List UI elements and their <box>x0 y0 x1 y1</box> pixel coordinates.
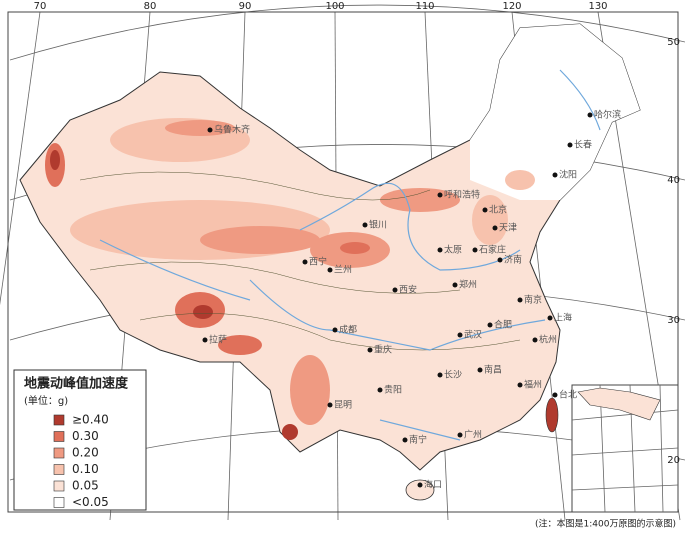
legend-swatch <box>53 447 65 459</box>
city-label: 石家庄 <box>479 244 506 256</box>
city-dot <box>552 392 558 398</box>
city-label: 哈尔滨 <box>594 109 621 121</box>
city-dot <box>457 432 463 438</box>
city-dot <box>327 402 333 408</box>
city-dot <box>497 257 503 263</box>
city-label: 南宁 <box>409 434 427 446</box>
city-label: 武汉 <box>464 329 482 341</box>
city-dot <box>452 282 458 288</box>
legend-box <box>13 369 147 511</box>
city-label: 长春 <box>574 139 592 151</box>
city-label: 长沙 <box>444 369 462 381</box>
city-label: 上海 <box>554 312 572 324</box>
city-label: 北京 <box>489 204 507 216</box>
legend-title: 地震动峰值加速度 <box>24 376 129 392</box>
city-label: 南昌 <box>484 364 502 376</box>
city-label: 合肥 <box>494 319 512 331</box>
city-dot <box>532 337 538 343</box>
city-label: 杭州 <box>539 334 557 346</box>
city-label: 太原 <box>444 244 462 256</box>
legend-label: 0.10 <box>72 462 99 476</box>
legend-swatch <box>53 464 65 475</box>
city-label: 西安 <box>399 284 417 296</box>
longitude-label: 90 <box>239 1 252 12</box>
longitude-label: 70 <box>34 1 47 12</box>
longitude-label: 80 <box>144 1 157 12</box>
city-dot <box>482 207 488 213</box>
city-dot <box>437 247 443 253</box>
city-dot <box>517 297 523 303</box>
city-dot <box>547 315 553 321</box>
city-dot <box>517 382 523 388</box>
legend-unit: (单位：g) <box>24 394 68 407</box>
city-label: 贵阳 <box>384 384 402 396</box>
city-dot <box>392 287 398 293</box>
longitude-label: 110 <box>415 1 434 12</box>
city-label: 郑州 <box>459 279 477 291</box>
inset-map <box>571 384 679 513</box>
rivers <box>99 69 601 441</box>
city-label: 银川 <box>369 219 387 231</box>
city-dot <box>477 367 483 373</box>
legend-swatch <box>53 431 65 442</box>
legend-swatch <box>53 414 65 426</box>
city-dot <box>417 482 423 488</box>
city-label: 天津 <box>499 223 517 234</box>
longitude-label: 130 <box>588 1 607 12</box>
legend-swatch <box>53 497 65 508</box>
city-label: 昆明 <box>334 400 352 411</box>
city-label: 乌鲁木齐 <box>214 124 250 136</box>
legend: 地震动峰值加速度 (单位：g) ≥0.40 0.30 0.20 0.10 0.05 <0.… <box>13 369 147 511</box>
city-label: 拉萨 <box>209 334 227 346</box>
longitude-label: 100 <box>325 1 344 12</box>
city-dot <box>302 259 308 265</box>
legend-label: 0.30 <box>72 429 99 443</box>
legend-swatch <box>53 480 65 492</box>
longitude-label: 120 <box>502 1 521 12</box>
city-label: 成都 <box>339 324 357 336</box>
longitude-labels: 70 80 90 100 110 120 130 50 40 30 20 <box>34 1 680 466</box>
city-dot <box>587 112 593 118</box>
city-label: 重庆 <box>374 344 392 356</box>
city-label: 广州 <box>464 429 482 441</box>
city-label: 海口 <box>424 479 442 491</box>
city-dot <box>362 222 368 228</box>
city-label: 沈阳 <box>559 169 577 181</box>
city-dot <box>377 387 383 393</box>
latitude-label: 20 <box>667 455 680 466</box>
city-dot <box>402 437 408 443</box>
city-label: 西宁 <box>309 256 327 268</box>
city-label: 兰州 <box>334 264 352 276</box>
legend-label: 0.05 <box>72 479 99 493</box>
city-dot <box>367 347 373 353</box>
city-dot <box>487 322 493 328</box>
city-dot <box>332 327 338 333</box>
city-dot <box>472 247 478 253</box>
city-label: 南京 <box>524 294 542 306</box>
city-dot <box>327 267 333 273</box>
legend-label: 0.20 <box>72 446 99 460</box>
latitude-label: 40 <box>667 175 680 186</box>
note: (注：本图是1:400万原图的示意图) <box>535 518 676 530</box>
city-label: 台北 <box>559 389 577 401</box>
city-dot <box>567 142 573 148</box>
latitude-label: 50 <box>667 37 680 48</box>
legend-label: <0.05 <box>72 495 109 509</box>
legend-label: ≥0.40 <box>72 413 109 427</box>
city-label: 呼和浩特 <box>444 189 480 201</box>
city-dot <box>492 225 498 231</box>
city-dot <box>437 372 443 378</box>
city-dot <box>207 127 213 133</box>
city-dot <box>202 337 208 343</box>
latitude-label: 30 <box>667 315 680 326</box>
city-dot <box>552 172 558 178</box>
city-label: 福州 <box>524 379 542 391</box>
city-label: 济南 <box>504 254 522 266</box>
city-dot <box>457 332 463 338</box>
city-dot <box>437 192 443 198</box>
